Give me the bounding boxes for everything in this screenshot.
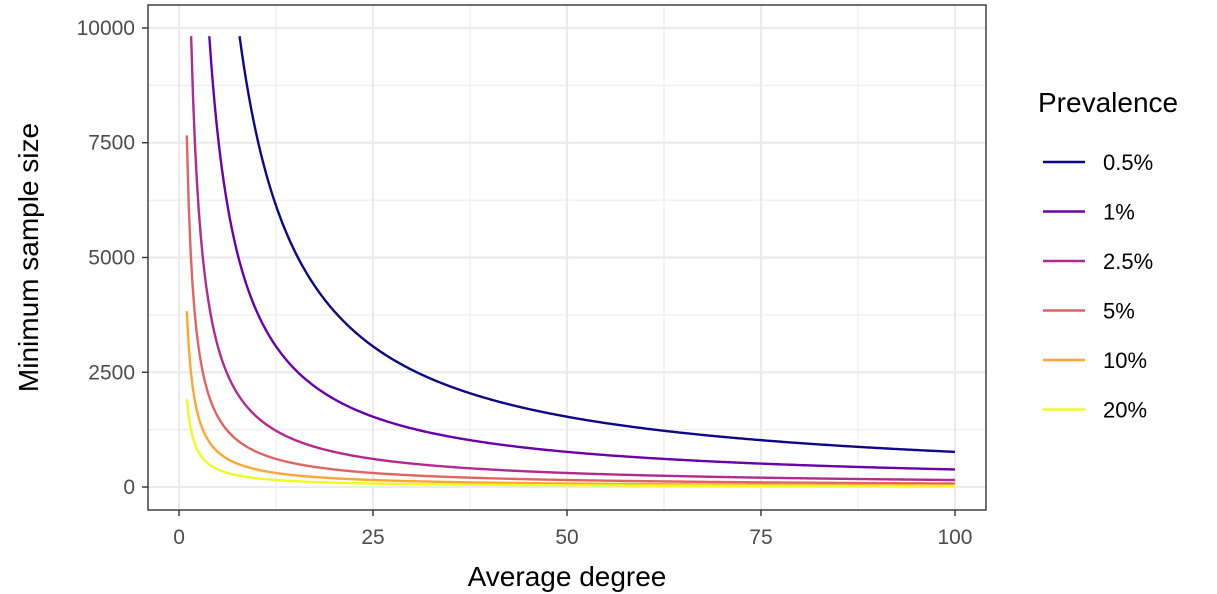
x-axis: 0 25 50 75 100: [173, 510, 972, 549]
plot-panel: [147, 4, 987, 511]
x-tick-label: 25: [361, 526, 384, 549]
legend: Prevalence 0.5% 1% 2.5% 5% 10% 20%: [1038, 87, 1178, 423]
y-tick-label: 2500: [88, 361, 135, 384]
series-line: [238, 36, 956, 454]
legend-label: 20%: [1103, 398, 1147, 423]
series-line: [185, 398, 955, 488]
y-tick-label: 5000: [88, 247, 135, 270]
legend-label: 1%: [1103, 200, 1135, 225]
x-axis-title: Average degree: [468, 561, 667, 592]
y-tick-label: 10000: [77, 17, 135, 40]
series-line: [185, 135, 955, 485]
legend-items: 0.5% 1% 2.5% 5% 10% 20%: [1043, 150, 1153, 423]
series-lines: [185, 36, 956, 488]
x-tick-label: 0: [173, 526, 185, 549]
legend-label: 0.5%: [1103, 150, 1153, 175]
legend-label: 5%: [1103, 299, 1135, 324]
series-line: [189, 36, 955, 482]
legend-label: 10%: [1103, 348, 1147, 373]
grid-major: [148, 5, 986, 510]
y-axis: 0 2500 5000 7500 10000: [77, 17, 148, 499]
x-tick-label: 100: [937, 526, 972, 549]
y-tick-label: 7500: [88, 132, 135, 155]
y-axis-title: Minimum sample size: [13, 123, 44, 392]
legend-title: Prevalence: [1038, 87, 1178, 118]
legend-label: 2.5%: [1103, 249, 1153, 274]
x-tick-label: 75: [749, 526, 772, 549]
series-line: [208, 36, 955, 471]
x-tick-label: 50: [555, 526, 578, 549]
y-tick-label: 0: [123, 476, 135, 499]
